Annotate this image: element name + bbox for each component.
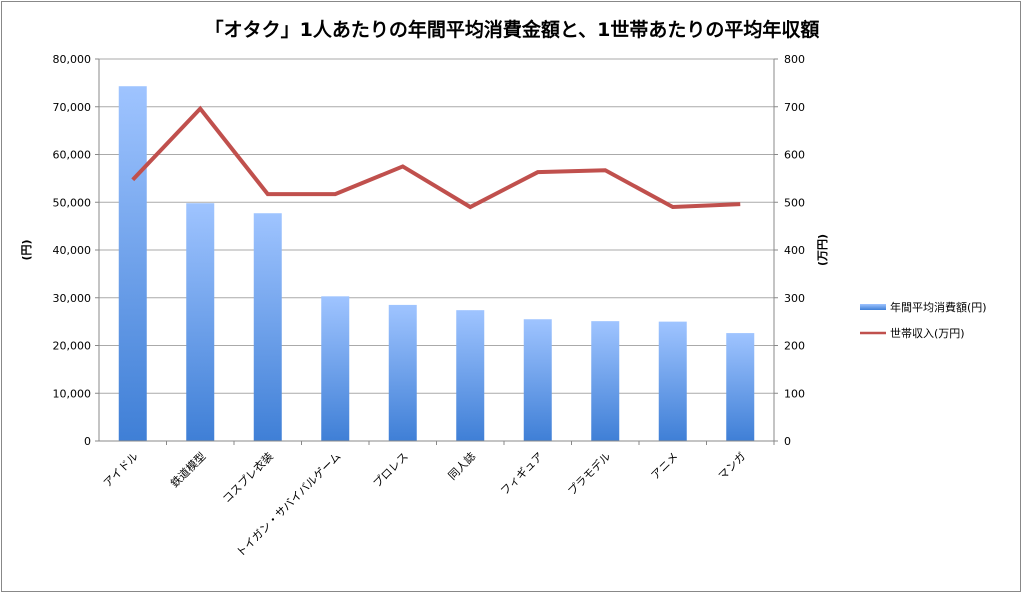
y-axis-label: (円) (20, 239, 33, 260)
y2-axis-label: (万円) (816, 234, 829, 266)
y-tick-label: 0 (84, 435, 91, 448)
y2-tick-label: 400 (784, 244, 805, 257)
bar-5 (456, 310, 485, 441)
bar-2 (253, 213, 282, 441)
x-tick-label: プラモデル (565, 449, 614, 498)
y2-tick-label: 600 (784, 149, 805, 162)
x-tick-label: マンガ (716, 450, 749, 483)
x-tick-label: プロレス (371, 450, 411, 490)
bar-7 (591, 321, 620, 441)
x-tick-label: アニメ (648, 450, 680, 482)
y-tick-label: 60,000 (53, 149, 92, 162)
chart-title: 「オタク」1人あたりの年間平均消費金額と、1世帯あたりの平均年収額 (205, 18, 820, 41)
y2-tick-label: 200 (784, 340, 805, 353)
x-tick-label: アイドル (101, 450, 141, 490)
y-tick-label: 80,000 (53, 53, 92, 66)
bar-4 (388, 304, 417, 441)
y2-tick-label: 100 (784, 387, 805, 400)
y-tick-label: 70,000 (53, 101, 92, 114)
y2-tick-label: 800 (784, 53, 805, 66)
y2-tick-label: 0 (784, 435, 791, 448)
bar-1 (186, 203, 215, 441)
x-tick-label: コスプレ衣装 (219, 449, 276, 506)
x-tick-label: フィギュア (498, 450, 546, 498)
x-tick-label: 鉄道模型 (167, 449, 208, 490)
x-tick-label: 同人誌 (445, 449, 478, 482)
income-line (131, 105, 741, 210)
legend: 年間平均消費額(円) 世帯収入(万円) (860, 300, 987, 340)
y-tick-label: 10,000 (53, 387, 92, 400)
bar-8 (658, 321, 687, 441)
legend-label-bar: 年間平均消費額(円) (890, 300, 987, 314)
y-tick-label: 40,000 (53, 244, 92, 257)
bar-9 (726, 333, 755, 441)
legend-swatch-bar (860, 304, 886, 310)
y-tick-label: 20,000 (53, 340, 92, 353)
legend-label-line: 世帯収入(万円) (890, 327, 965, 340)
y2-tick-label: 300 (784, 292, 805, 305)
bar-3 (321, 296, 350, 441)
y-tick-label: 30,000 (53, 292, 92, 305)
y2-tick-label: 700 (784, 101, 805, 114)
bar-6 (523, 319, 552, 441)
y2-tick-label: 500 (784, 196, 805, 209)
bar-0 (118, 86, 147, 441)
y-tick-label: 50,000 (53, 196, 92, 209)
